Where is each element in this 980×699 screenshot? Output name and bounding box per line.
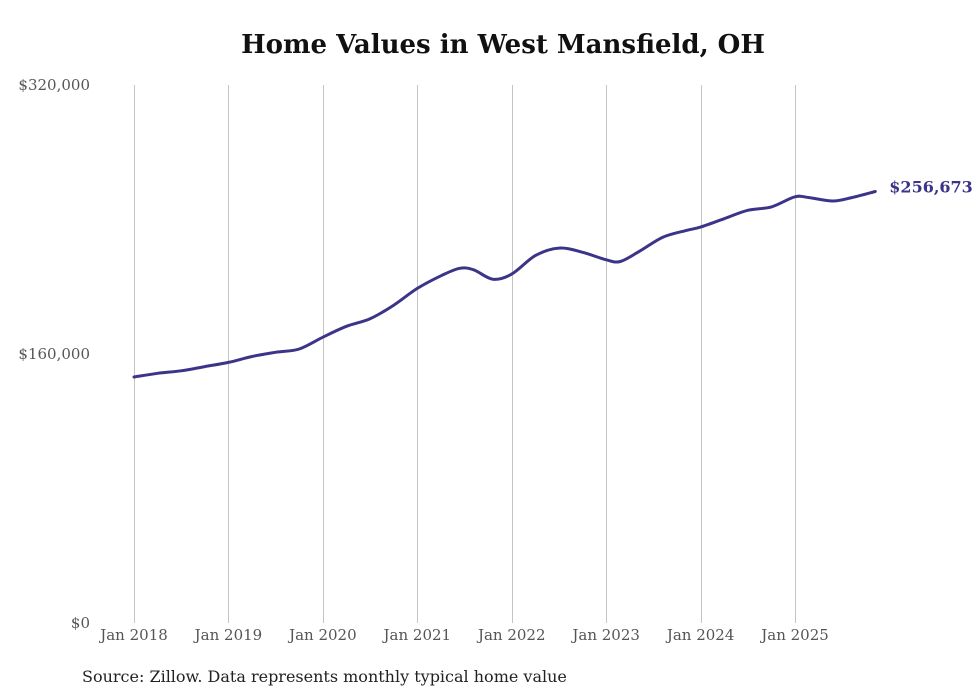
x-tick-label: Jan 2019 <box>193 626 263 644</box>
end-value-label: $256,673 <box>889 177 973 196</box>
data-point <box>392 304 395 307</box>
data-point <box>605 258 608 261</box>
data-point <box>638 250 641 253</box>
x-tick-label: Jan 2018 <box>98 626 168 644</box>
data-point <box>369 317 372 320</box>
data-point <box>133 376 136 379</box>
data-point <box>458 267 461 270</box>
chart-title: Home Values in West Mansfield, OH <box>241 30 765 60</box>
data-point <box>321 336 324 339</box>
y-tick-label: $320,000 <box>18 76 90 94</box>
data-point <box>850 196 853 199</box>
series-layer <box>132 190 877 379</box>
data-point <box>345 325 348 328</box>
data-point <box>770 205 773 208</box>
data-point <box>534 254 537 257</box>
x-tick-label: Jan 2023 <box>570 626 640 644</box>
x-tick-label: Jan 2024 <box>665 626 735 644</box>
x-axis-ticks: Jan 2018 Jan 2019 Jan 2020 Jan 2021 Jan 2022… <box>98 626 829 644</box>
data-point <box>227 361 230 364</box>
data-point <box>298 348 301 351</box>
data-point <box>251 355 254 358</box>
data-point <box>156 372 159 375</box>
y-axis-ticks: $0 $160,000 $320,000 <box>18 76 90 632</box>
data-point <box>557 247 560 250</box>
data-point <box>874 190 877 193</box>
data-point <box>439 274 442 277</box>
data-point <box>180 369 183 372</box>
data-point <box>203 365 206 368</box>
y-tick-label: $160,000 <box>18 345 90 363</box>
data-point <box>699 226 702 229</box>
data-point <box>831 200 834 203</box>
x-tick-label: Jan 2020 <box>287 626 357 644</box>
data-point <box>746 209 749 212</box>
annotation-layer: $256,673 <box>889 177 973 196</box>
x-tick-label: Jan 2025 <box>759 626 829 644</box>
data-point <box>416 287 419 290</box>
data-point <box>473 268 476 271</box>
data-point <box>510 273 513 276</box>
data-point <box>274 351 277 354</box>
source-note: Source: Zillow. Data represents monthly … <box>82 667 567 686</box>
data-point <box>794 195 797 198</box>
data-point <box>619 260 622 263</box>
data-point <box>685 229 688 232</box>
data-point <box>491 278 494 281</box>
data-point <box>581 251 584 254</box>
data-point <box>723 217 726 220</box>
gridlines <box>134 85 796 623</box>
series-line <box>132 190 877 379</box>
x-tick-label: Jan 2021 <box>382 626 452 644</box>
y-tick-label: $0 <box>71 614 90 632</box>
data-point <box>808 196 811 199</box>
data-point <box>661 236 664 239</box>
x-tick-label: Jan 2022 <box>476 626 546 644</box>
